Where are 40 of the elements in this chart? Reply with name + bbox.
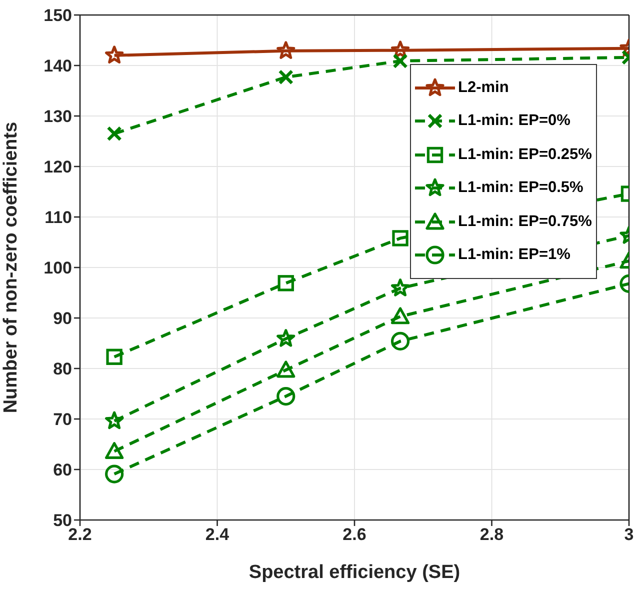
y-tick-label: 130 xyxy=(44,107,72,126)
point xyxy=(390,307,410,324)
legend-label: L1-min: EP=0.75% xyxy=(458,212,592,231)
point xyxy=(276,386,296,406)
y-tick-label: 60 xyxy=(53,460,72,480)
x-axis-title: Spectral efficiency (SE) xyxy=(248,562,460,583)
legend-label: L1-min: EP=0.25% xyxy=(458,146,592,164)
point xyxy=(390,278,410,296)
point xyxy=(392,53,408,69)
point xyxy=(105,464,124,484)
x-tick-label: 3 xyxy=(624,525,634,544)
x-tick-label: 2.8 xyxy=(480,525,504,544)
point xyxy=(106,348,122,365)
y-tick-label: 120 xyxy=(44,158,72,177)
point xyxy=(276,360,296,378)
y-tick-label: 140 xyxy=(44,56,72,76)
x-tick-label: 2.6 xyxy=(342,525,366,544)
legend-label: L2-min xyxy=(458,78,509,97)
y-axis-title: Number of non-zero coefficients xyxy=(0,122,22,414)
y-tick-label: 80 xyxy=(53,360,72,379)
point xyxy=(106,126,122,142)
y-tick-label: 70 xyxy=(53,410,72,430)
y-tick-label: 100 xyxy=(44,258,72,278)
point xyxy=(390,332,410,351)
point xyxy=(105,411,124,430)
y-tick-label: 110 xyxy=(44,208,72,228)
point xyxy=(105,46,124,64)
legend-label: L1-min: EP=0% xyxy=(458,112,570,130)
point xyxy=(278,275,294,292)
legend-label: L1-min: EP=0.5% xyxy=(458,179,584,198)
x-tick-label: 2.4 xyxy=(205,525,230,544)
y-tick-label: 90 xyxy=(53,309,72,328)
point xyxy=(278,70,294,85)
point xyxy=(276,41,296,59)
x-tick-label: 2.2 xyxy=(68,525,92,544)
point xyxy=(105,442,124,460)
point xyxy=(276,329,296,347)
y-tick-label: 150 xyxy=(44,6,72,26)
legend-label: L1-min: EP=1% xyxy=(458,246,570,264)
point xyxy=(392,230,408,246)
